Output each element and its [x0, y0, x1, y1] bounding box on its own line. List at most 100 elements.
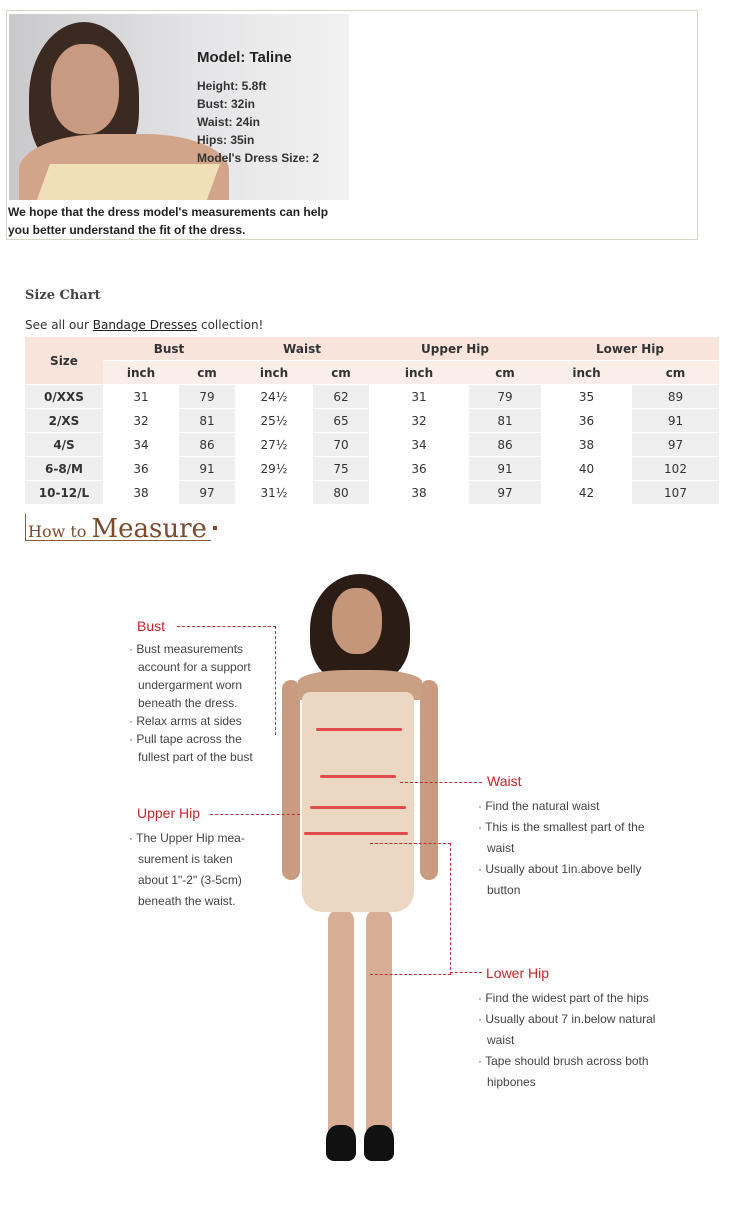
model-name: Model: Taline [197, 49, 292, 66]
measurement-cell: 65 [313, 409, 369, 432]
measurement-cell: 40 [578, 461, 595, 476]
lower-hip-instructions: Find the widest part of the hipsUsually … [478, 988, 655, 1093]
group-header: Lower Hip [541, 337, 719, 360]
measurement-cell: 79 [469, 385, 541, 408]
instruction-line: fullest part of the bust [138, 750, 253, 764]
measurement-cell: 31 [411, 389, 427, 404]
collection-suffix: collection! [197, 318, 264, 332]
measurement-cell: 36 [578, 413, 595, 428]
measurement-cell: 102 [632, 457, 719, 480]
measurement-cell: 75 [313, 457, 369, 480]
measurement-cell: 36 [133, 461, 149, 476]
measurement-cell: 31 [133, 389, 149, 404]
measurement-cell: 80 [313, 481, 369, 504]
size-cell: 10-12/L [25, 481, 103, 504]
unit-header: cm [632, 361, 719, 384]
instruction-line: Find the widest part of the hips [478, 988, 655, 1009]
upper-hip-instructions: The Upper Hip mea-surement is taken about… [129, 828, 245, 912]
instruction-line: Usually about 7 in.below natural [478, 1009, 655, 1030]
size-chart-table: Size Bust Waist Upper Hip Lower Hip inch… [25, 336, 719, 505]
size-cell: 2/XS [25, 409, 103, 432]
measurement-cell: 32 [133, 413, 149, 428]
measurement-cell: 97 [469, 481, 541, 504]
instruction-line: Find the natural waist [478, 796, 645, 817]
measurement-cell: 62 [313, 385, 369, 408]
unit-header: inch [541, 361, 632, 384]
measurement-cell: 107 [632, 481, 719, 504]
table-row: 0/XXS 31 79 24½ 62 31 79 35 89 [25, 385, 719, 408]
measurement-cell: 24½ [260, 389, 288, 404]
lower-hip-label: Lower Hip [486, 965, 550, 981]
measurement-cell: 81 [469, 409, 541, 432]
measurement-cell: 81 [179, 409, 235, 432]
measure-model-figure [280, 570, 440, 1170]
size-cell: 0/XXS [25, 385, 103, 408]
collection-line: See all our Bandage Dresses collection! [25, 318, 263, 332]
instruction-line: button [487, 883, 521, 897]
how-to-small: How to [28, 522, 87, 541]
instruction-line: Relax arms at sides [129, 712, 253, 730]
bandage-dresses-link[interactable]: Bandage Dresses [92, 318, 198, 332]
instruction-line: The Upper Hip mea- [129, 828, 245, 849]
measurement-cell: 34 [133, 437, 149, 452]
unit-header: cm [313, 361, 369, 384]
measurement-cell: 91 [469, 457, 541, 480]
table-row: 6-8/M 36 91 29½ 75 36 91 40 102 [25, 457, 719, 480]
bust-instructions: Bust measurements account for a support un… [129, 640, 253, 766]
measurement-cell: 86 [469, 433, 541, 456]
instruction-line: Bust measurements [129, 640, 253, 658]
measurement-cell: 38 [578, 437, 595, 452]
measurement-cell: 97 [179, 481, 235, 504]
size-header: Size [25, 337, 103, 384]
instruction-line: surement is taken [138, 852, 233, 866]
model-stats: Height: 5.8ft Bust: 32in Waist: 24in Hip… [197, 77, 319, 167]
instruction-line: beneath the dress. [138, 696, 238, 710]
instruction-line: about 1"-2" (3-5cm) [138, 873, 242, 887]
measurement-cell: 42 [578, 485, 595, 500]
table-row: 10-12/L 38 97 31½ 80 38 97 42 107 [25, 481, 719, 504]
upper-hip-label: Upper Hip [137, 805, 201, 821]
group-header: Upper Hip [369, 337, 541, 360]
measurement-cell: 38 [133, 485, 149, 500]
measurement-cell: 27½ [260, 437, 288, 452]
measurement-cell: 35 [578, 389, 595, 404]
measurement-cell: 97 [632, 433, 719, 456]
instruction-line: Pull tape across the [129, 730, 253, 748]
measurement-cell: 91 [179, 457, 235, 480]
unit-header: inch [103, 361, 179, 384]
group-header: Waist [235, 337, 369, 360]
instruction-line: undergarment worn [138, 678, 243, 692]
measurement-cell: 86 [179, 433, 235, 456]
instruction-line: Tape should brush across both [478, 1051, 655, 1072]
size-cell: 6-8/M [25, 457, 103, 480]
instruction-line: account for a support [138, 660, 251, 674]
instruction-line: beneath the waist. [138, 894, 236, 908]
model-bust: Bust: 32in [197, 97, 256, 111]
measurement-cell: 91 [632, 409, 719, 432]
how-to-big: Measure [91, 514, 207, 544]
unit-header: inch [235, 361, 313, 384]
table-row: 2/XS 32 81 25½ 65 32 81 36 91 [25, 409, 719, 432]
size-chart-title: Size Chart [25, 288, 101, 303]
measurement-cell: 89 [632, 385, 719, 408]
model-height: Height: 5.8ft [197, 79, 267, 93]
measurement-cell: 32 [411, 413, 427, 428]
measurement-cell: 36 [411, 461, 427, 476]
unit-header: cm [179, 361, 235, 384]
instruction-line: waist [487, 1033, 515, 1047]
instruction-line: waist [487, 841, 515, 855]
measurement-cell: 25½ [260, 413, 288, 428]
model-info-box: Model: Taline Height: 5.8ft Bust: 32in W… [6, 10, 698, 240]
model-dress-size: Model's Dress Size: 2 [197, 151, 320, 165]
instruction-line: Usually about 1in.above belly [478, 859, 645, 880]
unit-header: cm [469, 361, 541, 384]
unit-header: inch [369, 361, 469, 384]
size-cell: 4/S [25, 433, 103, 456]
measurement-cell: 34 [411, 437, 427, 452]
waist-label: Waist [487, 773, 522, 789]
model-photo [9, 14, 349, 200]
measurement-cell: 79 [179, 385, 235, 408]
group-header: Bust [103, 337, 235, 360]
note-line: We hope that the dress model's measureme… [8, 205, 329, 219]
model-hips: Hips: 35in [197, 133, 255, 147]
